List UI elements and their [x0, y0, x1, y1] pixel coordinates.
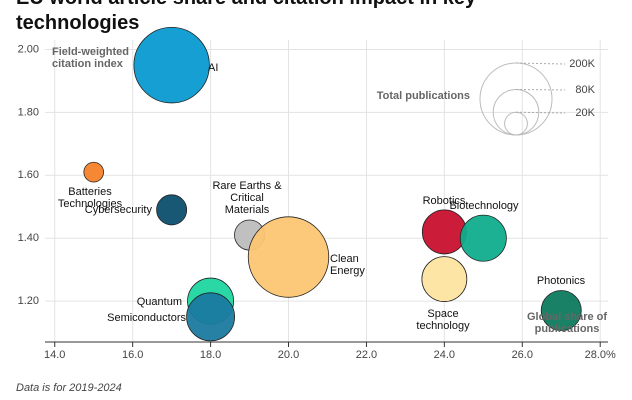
size-legend-ring: [504, 111, 528, 136]
x-tick-label: 14.0: [44, 349, 65, 361]
x-tick-label: 20.0: [278, 349, 299, 361]
y-axis-label: Field-weighted citation index: [52, 46, 129, 70]
y-tick-label: 2.00: [18, 43, 39, 55]
point-label: Biotechnology: [449, 200, 519, 212]
bubble: [459, 214, 507, 262]
point-label: Batteries Technologies: [57, 186, 123, 210]
x-tick-label: 24.0: [434, 349, 455, 361]
y-tick-label: 1.80: [18, 106, 39, 118]
point-label: Space technology: [416, 308, 470, 332]
point-label: Photonics: [536, 275, 586, 287]
point-label: Rare Earths & Critical Materials: [212, 180, 282, 216]
bubble: [247, 216, 330, 298]
bubble: [540, 290, 582, 331]
y-tick-label: 1.40: [18, 232, 39, 244]
bubble: [83, 161, 104, 183]
point-label: Cybersecurity: [84, 204, 152, 216]
x-tick-label: 18.0: [200, 349, 221, 361]
y-tick-label: 1.60: [18, 169, 39, 181]
bubble: [421, 209, 467, 255]
size-legend-label: 20K: [575, 107, 595, 119]
size-legend-ring: [479, 62, 553, 136]
size-legend-label: 200K: [569, 58, 595, 70]
bubble: [186, 292, 236, 342]
point-label: Clean Energy: [330, 253, 365, 277]
bubble: [421, 256, 468, 302]
chart-title: EU world article share and citation impa…: [16, 0, 476, 34]
x-tick-label: 22.0: [356, 349, 377, 361]
y-tick-label: 1.20: [18, 295, 39, 307]
size-legend-title: Total publications: [376, 90, 470, 102]
point-label: Quantum: [136, 296, 182, 308]
x-tick-label: 16.0: [122, 349, 143, 361]
size-legend-label: 80K: [575, 84, 595, 96]
point-label: Robotics: [422, 195, 466, 207]
x-axis-label: Global share of publications: [526, 311, 608, 335]
size-legend-leader: [515, 111, 566, 114]
point-label: AI: [208, 62, 219, 74]
x-tick-label: 28.0%: [585, 349, 616, 361]
point-label: Semiconductors: [107, 312, 186, 324]
x-tick-label: 26.0: [512, 349, 533, 361]
footnote: Data is for 2019-2024: [16, 382, 122, 394]
size-legend-leader: [515, 62, 566, 65]
bubble: [156, 194, 188, 226]
bubble: [133, 27, 210, 104]
size-legend-leader: [515, 88, 566, 91]
